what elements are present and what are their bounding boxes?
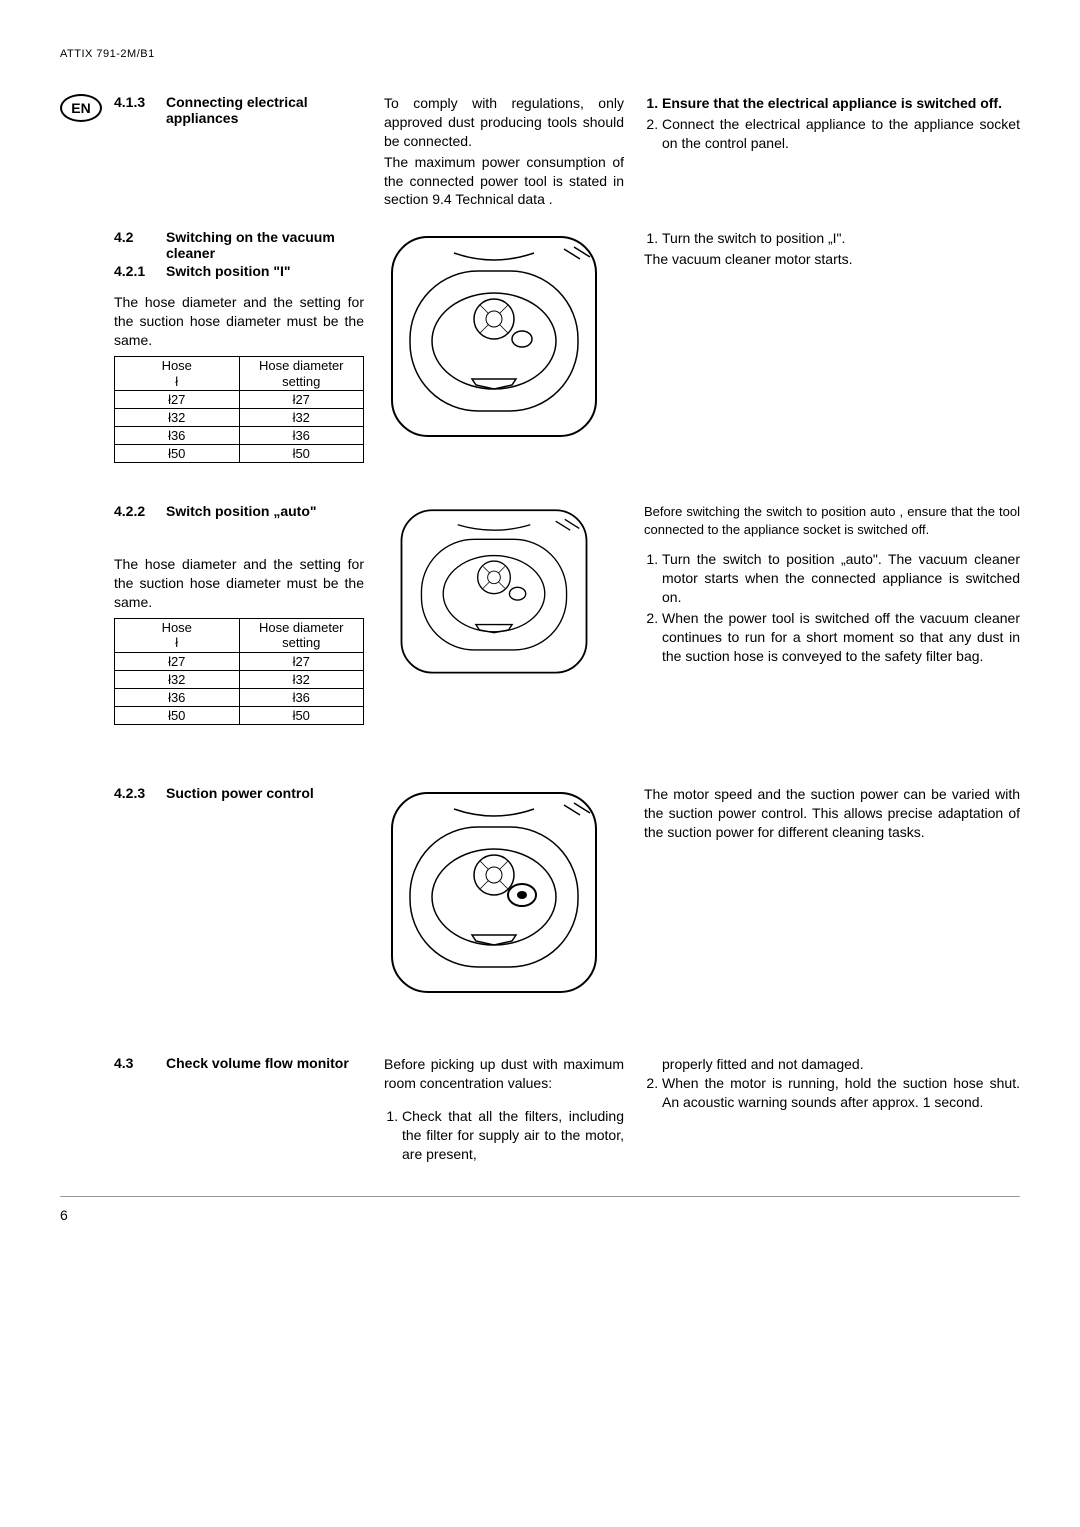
section-413: EN 4.1.3 Connecting electrical appliance… bbox=[60, 94, 1020, 209]
hose-table: Hose ł Hose diameter setting ł27ł27 ł32ł… bbox=[114, 618, 364, 725]
table-header: Hose bbox=[162, 358, 192, 373]
sec-num: 4.2.2 bbox=[114, 503, 166, 519]
steps-list: Check that all the filters, including th… bbox=[384, 1107, 624, 1164]
page-number: 6 bbox=[60, 1207, 1020, 1223]
body-text: The maximum power consumption of the con… bbox=[384, 153, 624, 210]
steps-list: Ensure that the electrical appliance is … bbox=[644, 94, 1020, 153]
steps-list: When the motor is running, hold the suct… bbox=[644, 1074, 1020, 1112]
body-text: Before picking up dust with maximum room… bbox=[384, 1055, 624, 1093]
table-header: Hose bbox=[162, 620, 192, 635]
footer-rule bbox=[60, 1196, 1020, 1197]
table-cell: ł50 bbox=[239, 445, 364, 463]
list-item: Check that all the filters, including th… bbox=[402, 1107, 624, 1164]
list-item: Connect the electrical appliance to the … bbox=[662, 115, 1020, 153]
list-item: When the motor is running, hold the suct… bbox=[662, 1074, 1020, 1112]
sec-title: Switch position "I" bbox=[166, 263, 291, 279]
table-header: Hose diameter setting bbox=[239, 357, 364, 391]
section-421: 4.2 Switching on the vacuum cleaner 4.2.… bbox=[60, 229, 1020, 463]
section-423: 4.2.3 Suction power control The motor sp… bbox=[60, 785, 1020, 1005]
table-cell: ł36 bbox=[239, 427, 364, 445]
table-cell: ł36 bbox=[239, 689, 364, 707]
sec-num: 4.3 bbox=[114, 1055, 166, 1071]
sec-title: Suction power control bbox=[166, 785, 314, 801]
control-panel-diagram bbox=[384, 229, 604, 444]
section-43: 4.3 Check volume flow monitor Before pic… bbox=[60, 1055, 1020, 1165]
steps-list: Turn the switch to position „auto". The … bbox=[644, 550, 1020, 665]
table-cell: ł27 bbox=[115, 653, 240, 671]
sec-title: Check volume flow monitor bbox=[166, 1055, 349, 1071]
table-cell: ł32 bbox=[115, 671, 240, 689]
sec-num: 4.2.3 bbox=[114, 785, 166, 801]
table-header: Hose diameter setting bbox=[239, 618, 364, 652]
table-cell: ł50 bbox=[115, 445, 240, 463]
list-item: Ensure that the electrical appliance is … bbox=[662, 94, 1020, 113]
table-cell: ł27 bbox=[239, 653, 364, 671]
body-text: The hose diameter and the setting for th… bbox=[114, 293, 364, 350]
body-text: properly fitted and not damaged. bbox=[644, 1055, 1020, 1074]
list-item: Turn the switch to position „I". bbox=[662, 229, 1020, 248]
sec-title: Switching on the vacuum cleaner bbox=[166, 229, 364, 261]
sec-num: 4.1.3 bbox=[114, 94, 166, 110]
product-header: ATTIX 791-2M/B1 bbox=[60, 48, 1020, 60]
body-text: The vacuum cleaner motor starts. bbox=[644, 250, 1020, 269]
table-header-sub: ł bbox=[175, 374, 178, 389]
body-text: The motor speed and the suction power ca… bbox=[644, 785, 1020, 842]
table-cell: ł32 bbox=[239, 409, 364, 427]
table-cell: ł50 bbox=[239, 707, 364, 725]
sec-title: Connecting electrical appliances bbox=[166, 94, 364, 126]
table-cell: ł27 bbox=[115, 391, 240, 409]
body-text: Before switching the switch to position … bbox=[644, 503, 1020, 538]
table-cell: ł32 bbox=[239, 671, 364, 689]
body-text: To comply with regulations, only approve… bbox=[384, 94, 624, 151]
control-panel-diagram bbox=[384, 785, 604, 1000]
table-header-sub: ł bbox=[175, 635, 178, 650]
language-badge: EN bbox=[60, 94, 102, 122]
sec-title: Switch position „auto" bbox=[166, 503, 317, 519]
section-422: 4.2.2 Switch position „auto" The hose di… bbox=[60, 503, 1020, 725]
steps-list: Turn the switch to position „I". bbox=[644, 229, 1020, 248]
table-cell: ł27 bbox=[239, 391, 364, 409]
list-item: When the power tool is switched off the … bbox=[662, 609, 1020, 666]
hose-table: Hose ł Hose diameter setting ł27ł27 ł32ł… bbox=[114, 356, 364, 463]
body-text: The hose diameter and the setting for th… bbox=[114, 555, 364, 612]
table-cell: ł36 bbox=[115, 427, 240, 445]
table-cell: ł32 bbox=[115, 409, 240, 427]
sec-num: 4.2 bbox=[114, 229, 166, 245]
control-panel-diagram bbox=[384, 503, 604, 698]
sec-num: 4.2.1 bbox=[114, 263, 166, 279]
list-item: Turn the switch to position „auto". The … bbox=[662, 550, 1020, 607]
table-cell: ł50 bbox=[115, 707, 240, 725]
table-cell: ł36 bbox=[115, 689, 240, 707]
